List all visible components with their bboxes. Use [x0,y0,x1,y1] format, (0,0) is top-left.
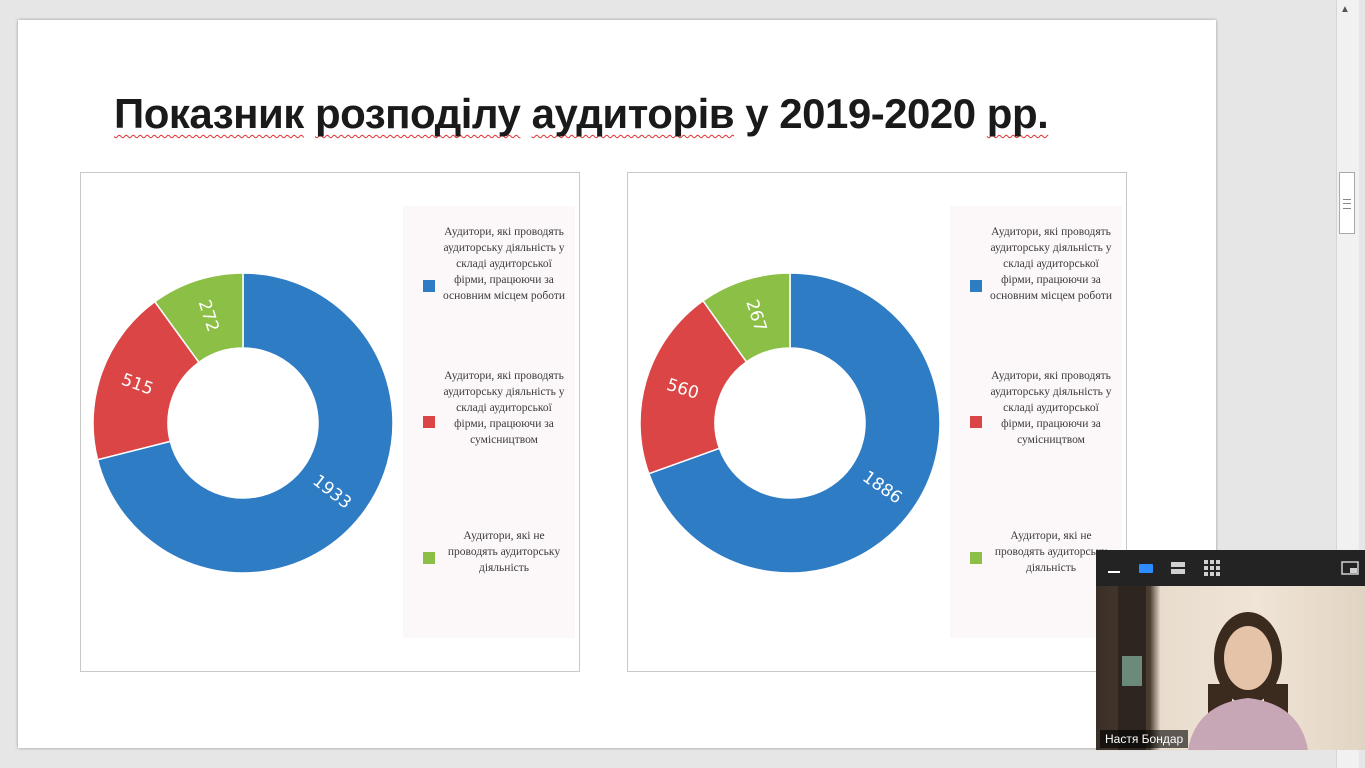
legend-label: Аудитори, які не проводять аудиторську д… [994,530,1108,574]
legend-swatch-red [970,416,982,428]
slice-not-practicing [153,272,244,364]
legend-swatch-green [423,552,435,564]
gallery-view-icon[interactable] [1202,558,1222,578]
presentation-slide: Показник розподілу аудиторів у 2019-2020… [18,20,1216,748]
slice-part-time [92,300,200,461]
slice-main-job [647,272,941,574]
participant-silhouette [1118,586,1308,750]
donut-chart-2020: 1886 560 267 Аудитори, які проводять аудит… [627,172,1127,672]
legend-swatch-green [970,552,982,564]
video-call-panel: Настя Бондар [1096,550,1365,750]
donut-chart-2019: 1933 515 272 Аудитори, які проводять аудит… [80,172,580,672]
scrollbar-thumb[interactable] [1339,172,1355,234]
title-word-3: аудиторів [531,90,735,137]
title-word-2: розподілу [315,90,521,137]
title-word-1: Показник [114,90,304,137]
participant-video: Настя Бондар [1096,586,1365,750]
slice-main-job [96,272,394,574]
slice-part-time [639,299,748,475]
video-toolbar [1096,550,1365,586]
legend-label: Аудитори, які проводять аудиторську діял… [443,370,565,446]
participant-name: Настя Бондар [1100,730,1189,748]
legend-label: Аудитори, які проводять аудиторську діял… [990,370,1112,446]
title-word-4: у [745,90,769,137]
legend-swatch-blue [423,280,435,292]
chart-legend: Аудитори, які проводять аудиторську діял… [403,206,575,638]
legend-swatch-blue [970,280,982,292]
scroll-up-icon[interactable]: ▲ [1340,4,1350,15]
grip-icon [1343,199,1351,209]
legend-label: Аудитори, які проводять аудиторську діял… [442,226,566,302]
legend-label: Аудитори, які не проводять аудиторську д… [447,530,561,574]
picture-in-picture-icon[interactable] [1340,558,1360,578]
minimize-icon[interactable] [1104,558,1124,578]
legend-swatch-red [423,416,435,428]
slide-title: Показник розподілу аудиторів у 2019-2020… [114,90,1049,138]
title-word-5: 2019-2020 [779,90,976,137]
speaker-view-icon[interactable] [1136,558,1156,578]
title-word-6: рр. [986,90,1049,137]
chart-legend: Аудитори, які проводять аудиторську діял… [950,206,1122,638]
legend-label: Аудитори, які проводять аудиторську діял… [989,226,1113,302]
slice-not-practicing [701,272,791,363]
strip-view-icon[interactable] [1168,558,1188,578]
